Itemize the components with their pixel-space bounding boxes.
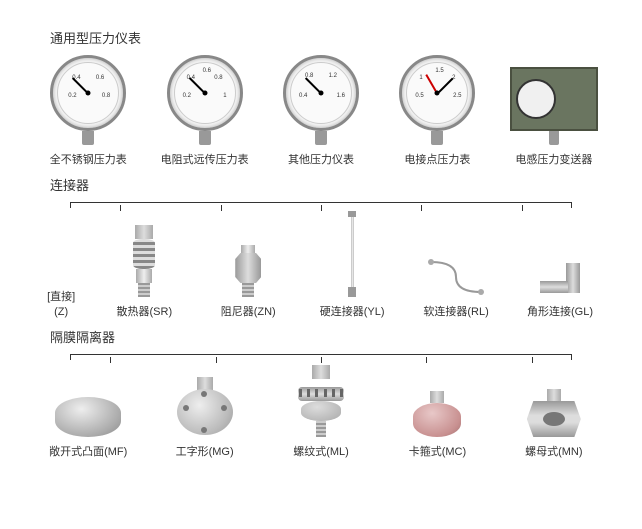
seal-item-4: 螺母式(MN): [496, 389, 612, 459]
transmitter-icon: [510, 67, 598, 131]
connector-label: 软连接器(RL): [423, 303, 488, 319]
clamp-seal-icon: [409, 397, 465, 437]
heatsink-icon: [133, 225, 155, 297]
gauge-icon: 0.5 1 1.5 2 2.5: [399, 55, 475, 131]
connector-item-4: 角形连接(GL): [508, 263, 612, 319]
gauge-label: 电阻式远传压力表: [161, 151, 249, 167]
gauge-item-1: 0.2 0.4 0.6 0.8 1 电阻式远传压力表: [146, 55, 262, 167]
seal-item-0: 敞开式凸面(MF): [30, 397, 146, 459]
gauge-label: 电感压力变送器: [515, 151, 592, 167]
angle-connector-icon: [540, 263, 580, 297]
flange-seal-icon: [175, 377, 235, 437]
gauge-icon: 0.4 0.8 1.2 1.6: [283, 55, 359, 131]
seal-tick-marks: [70, 357, 572, 363]
flexible-connector-icon: [426, 257, 486, 297]
section-title-seals: 隔膜隔离器: [50, 327, 612, 346]
connectors-row: [直接] (Z) 散热器(SR) 阻尼器(ZN) 硬连接器(YL): [30, 211, 612, 319]
seal-item-2: 螺纹式(ML): [263, 387, 379, 459]
gauge-item-3: 0.5 1 1.5 2 2.5 电接点压力表: [379, 55, 495, 167]
gauge-item-4: 电感压力变送器: [496, 67, 612, 167]
seal-label: 螺纹式(ML): [293, 443, 349, 459]
connector-item-3: 软连接器(RL): [404, 257, 508, 319]
rigid-connector-icon: [348, 211, 356, 297]
seals-row: 敞开式凸面(MF) 工字形(MG) 螺纹式(ML) 卡箍式(MC): [30, 377, 612, 459]
gauge-item-2: 0.4 0.8 1.2 1.6 其他压力仪表: [263, 55, 379, 167]
direct-label: [直接] (Z): [30, 290, 92, 319]
nut-seal-icon: [527, 389, 581, 437]
seal-label: 敞开式凸面(MF): [49, 443, 127, 459]
gauge-label: 其他压力仪表: [288, 151, 354, 167]
connector-label: 硬连接器(YL): [320, 303, 385, 319]
gauge-label: 电接点压力表: [404, 151, 470, 167]
connector-item-2: 硬连接器(YL): [300, 211, 404, 319]
gauge-icon: 0.2 0.4 0.6 0.8 1: [167, 55, 243, 131]
seal-label: 工字形(MG): [176, 443, 234, 459]
connector-bracket-line: [70, 202, 572, 203]
open-convex-seal-icon: [55, 397, 121, 437]
connector-label: 散热器(SR): [117, 303, 173, 319]
connector-item-1: 阻尼器(ZN): [196, 245, 300, 319]
section-title-connectors: 连接器: [50, 175, 612, 194]
gauge-icon: 0.2 0.4 0.6 0.8: [50, 55, 126, 131]
gauge-label: 全不锈钢压力表: [50, 151, 127, 167]
damper-icon: [235, 245, 261, 297]
connector-item-0: 散热器(SR): [92, 225, 196, 319]
seal-bracket-line: [70, 354, 572, 355]
connector-label: 阻尼器(ZN): [221, 303, 276, 319]
section-title-gauges: 通用型压力仪表: [50, 28, 612, 47]
seal-item-1: 工字形(MG): [146, 377, 262, 459]
seal-label: 卡箍式(MC): [409, 443, 466, 459]
connector-label: 角形连接(GL): [527, 303, 593, 319]
gauges-row: 0.2 0.4 0.6 0.8 全不锈钢压力表 0.2 0.4 0.6 0.8 …: [30, 55, 612, 167]
seal-item-3: 卡箍式(MC): [379, 397, 495, 459]
threaded-seal-icon: [293, 387, 349, 437]
seal-label: 螺母式(MN): [525, 443, 582, 459]
gauge-item-0: 0.2 0.4 0.6 0.8 全不锈钢压力表: [30, 55, 146, 167]
